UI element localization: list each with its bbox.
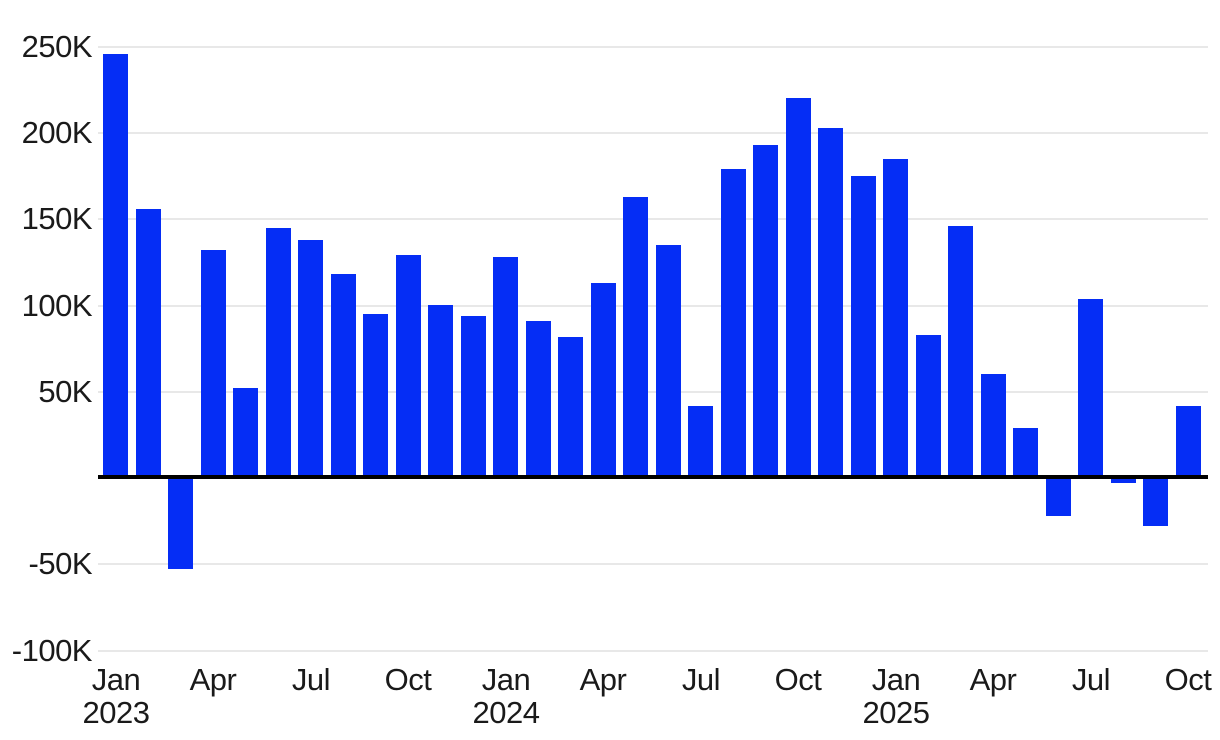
bar xyxy=(1111,478,1136,483)
bar xyxy=(753,145,778,478)
bar xyxy=(428,305,453,478)
x-axis-tick-label: Apr xyxy=(579,662,627,697)
bar xyxy=(688,406,713,478)
y-axis-tick-label: 250K xyxy=(21,29,93,64)
x-axis-year-label: 2023 xyxy=(82,695,150,730)
y-axis-tick-label: -100K xyxy=(11,633,93,668)
y-axis-tick-label: 50K xyxy=(38,374,92,409)
x-axis-tick-label: Oct xyxy=(774,662,822,697)
x-axis-tick-label: Jul xyxy=(1071,662,1111,697)
y-axis-tick-label: 100K xyxy=(21,288,93,323)
bar xyxy=(201,250,226,478)
bar xyxy=(396,255,421,478)
y-axis-tick-label: 150K xyxy=(21,201,93,236)
x-axis-tick-label: Jan xyxy=(91,662,141,697)
bar xyxy=(298,240,323,478)
gridline xyxy=(98,391,1208,393)
x-axis-tick-label: Jan xyxy=(871,662,921,697)
bar xyxy=(493,257,518,478)
bar xyxy=(103,54,128,478)
bar xyxy=(331,274,356,478)
bar xyxy=(266,228,291,478)
bar xyxy=(818,128,843,478)
x-axis-tick-label: Oct xyxy=(1164,662,1212,697)
bar xyxy=(1078,299,1103,478)
x-axis-tick-label: Jul xyxy=(681,662,721,697)
gridline xyxy=(98,650,1208,652)
bar xyxy=(591,283,616,478)
x-axis-year-label: 2025 xyxy=(862,695,930,730)
gridline xyxy=(98,46,1208,48)
bar xyxy=(786,98,811,478)
zero-line xyxy=(98,475,1208,479)
x-axis-tick-label: Apr xyxy=(969,662,1017,697)
x-axis-tick-label: Oct xyxy=(384,662,432,697)
bar xyxy=(851,176,876,478)
bar xyxy=(948,226,973,478)
bar xyxy=(623,197,648,478)
bar xyxy=(883,159,908,478)
bar xyxy=(233,388,258,478)
x-axis-tick-label: Jul xyxy=(291,662,331,697)
gridline xyxy=(98,305,1208,307)
gridline xyxy=(98,563,1208,565)
gridline xyxy=(98,132,1208,134)
bar xyxy=(461,316,486,478)
bar xyxy=(363,314,388,478)
bar xyxy=(916,335,941,478)
bar xyxy=(558,337,583,478)
y-axis-tick-label: -50K xyxy=(28,546,93,581)
bar xyxy=(136,209,161,478)
x-axis-tick-label: Apr xyxy=(189,662,237,697)
bar xyxy=(981,374,1006,478)
bar xyxy=(1013,428,1038,478)
x-axis-tick-label: Jan xyxy=(481,662,531,697)
gridline xyxy=(98,218,1208,220)
y-axis-tick-label: 200K xyxy=(21,115,93,150)
x-axis-year-label: 2024 xyxy=(472,695,540,730)
bar xyxy=(168,478,193,569)
bar xyxy=(1046,478,1071,516)
bar xyxy=(526,321,551,478)
bar xyxy=(721,169,746,478)
bar xyxy=(1143,478,1168,526)
bar xyxy=(656,245,681,478)
bar xyxy=(1176,406,1201,478)
